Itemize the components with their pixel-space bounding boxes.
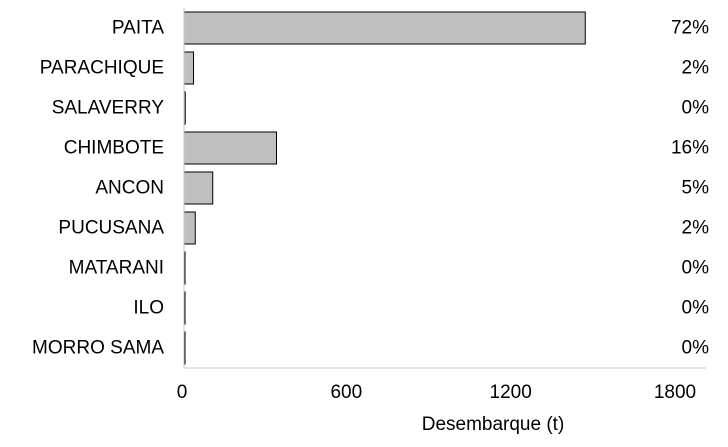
x-tick-label: 1800 — [654, 382, 696, 403]
data-label-parachique: 2% — [682, 58, 710, 79]
x-tick-labels: 0 600 1200 1800 — [177, 382, 696, 403]
category-label-pucusana: PUCUSANA — [58, 218, 164, 239]
data-label-chimbote: 16% — [671, 138, 709, 159]
data-label-salaverry: 0% — [682, 98, 710, 119]
data-label-matarani: 0% — [682, 258, 710, 279]
category-label-morro-sama: MORRO SAMA — [32, 338, 164, 359]
category-label-chimbote: CHIMBOTE — [64, 138, 164, 159]
bar-paita — [183, 11, 586, 45]
data-labels: 72% 2% 0% 16% 5% 2% 0% 0% 0% — [671, 18, 709, 359]
category-labels: PAITA PARACHIQUE SALAVERRY CHIMBOTE ANCON PUC… — [32, 18, 164, 359]
category-label-salaverry: SALAVERRY — [52, 98, 165, 119]
x-tick-label: 600 — [330, 382, 362, 403]
data-label-pucusana: 2% — [682, 218, 710, 239]
category-label-parachique: PARACHIQUE — [40, 58, 164, 79]
x-tick-label: 0 — [177, 382, 188, 403]
x-axis-title: Desembarque (t) — [422, 414, 565, 435]
x-tick-label: 1200 — [490, 382, 532, 403]
category-label-matarani: MATARANI — [69, 258, 164, 279]
bars-layer — [183, 11, 586, 365]
bar-chimbote — [183, 131, 277, 165]
axis-layer — [183, 8, 706, 369]
data-label-paita: 72% — [671, 18, 709, 39]
bar-parachique — [183, 51, 194, 85]
data-label-morro-sama: 0% — [682, 338, 710, 359]
data-label-ilo: 0% — [682, 298, 710, 319]
bar-ancon — [183, 171, 214, 205]
category-label-ilo: ILO — [133, 298, 164, 319]
data-label-ancon: 5% — [682, 178, 710, 199]
category-label-ancon: ANCON — [95, 178, 164, 199]
bar-pucusana — [183, 211, 196, 245]
category-label-paita: PAITA — [112, 18, 164, 39]
